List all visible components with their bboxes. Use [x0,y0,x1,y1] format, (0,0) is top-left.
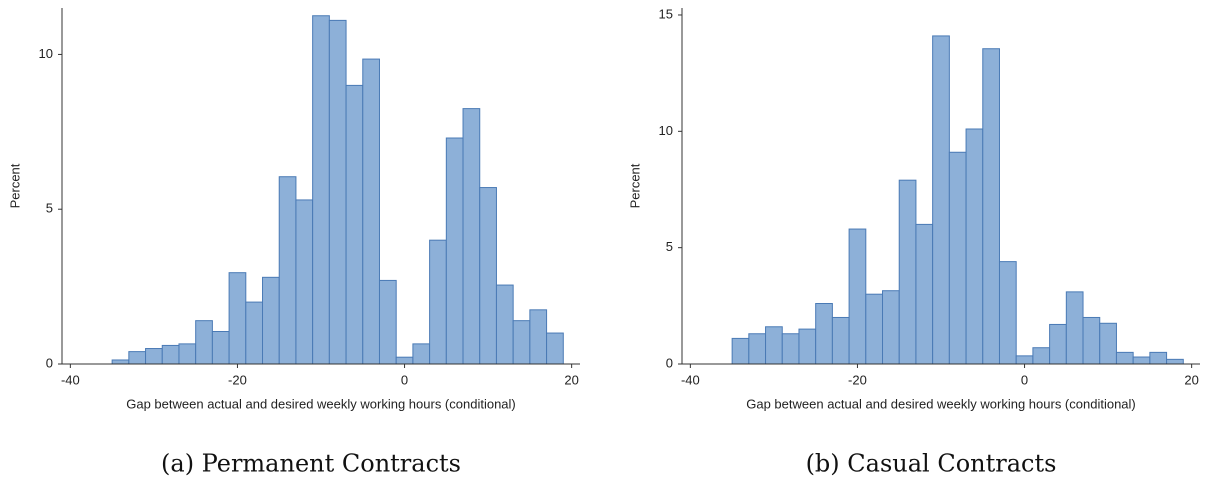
bar [882,290,900,365]
bar [815,303,833,365]
bar [932,35,950,365]
bar [731,337,750,365]
x-tick-label: 0 [1021,372,1028,387]
caption: (a) Permanent Contracts [161,450,461,478]
bar [1166,358,1184,365]
bar [211,330,230,365]
bar [161,344,180,365]
bar [111,359,130,365]
x-tick-label: -40 [61,372,80,387]
bar [546,332,564,365]
bar [429,239,447,365]
y-tick-label: 5 [46,201,53,216]
y-tick-label: 10 [659,123,673,138]
bar [462,108,481,365]
x-axis-label: Gap between actual and desired weekly wo… [746,396,1136,411]
bar [228,272,247,365]
bar [362,58,380,365]
bar [395,356,414,365]
y-tick-label: 10 [39,46,53,61]
x-tick-label: 0 [401,372,408,387]
bar [1032,347,1051,365]
bar [998,261,1017,365]
y-axis-label: Percent [7,163,22,208]
x-tick-label: 20 [564,372,578,387]
bar [1099,322,1117,365]
bar [262,276,280,365]
x-tick-label: -40 [681,372,700,387]
bar [1115,351,1134,365]
x-tick-label: 20 [1184,372,1198,387]
x-tick-label: -20 [848,372,867,387]
bar [312,15,330,365]
bar [529,309,548,365]
bar [948,151,967,365]
bar [1065,291,1084,365]
y-tick-label: 0 [666,355,673,370]
bar [865,293,884,365]
bar [328,19,347,365]
bar [965,128,984,365]
bar [412,343,431,365]
bar [1132,356,1151,365]
bar [195,320,213,365]
bar [1049,323,1067,365]
bar [1015,355,1034,365]
bar [915,223,934,365]
x-axis-label: Gap between actual and desired weekly wo… [126,396,516,411]
bar [765,326,783,365]
bar [378,279,397,365]
y-tick-label: 5 [666,239,673,254]
caption: (b) Casual Contracts [806,450,1057,478]
bar [831,316,850,365]
x-tick-label: -20 [228,372,247,387]
bar [178,343,197,365]
bar [128,351,147,365]
bar [781,333,800,365]
bar [245,301,264,365]
bar [278,176,297,365]
bar [1082,316,1101,365]
bar [445,137,464,365]
bar [495,284,514,365]
bar [898,179,917,365]
y-tick-label: 15 [659,6,673,21]
bar [479,187,497,365]
bar [848,228,867,365]
y-axis-label: Percent [627,163,642,208]
bar [1149,351,1168,365]
bar [798,328,817,365]
bar [295,199,314,365]
bar [512,320,531,365]
bar [748,333,767,365]
bar [982,48,1000,365]
y-tick-label: 0 [46,355,53,370]
bar [145,348,163,365]
bar [345,84,364,365]
